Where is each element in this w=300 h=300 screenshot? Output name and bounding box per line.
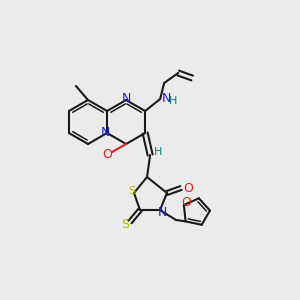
Text: N: N bbox=[157, 206, 167, 218]
Text: S: S bbox=[128, 186, 136, 196]
Text: O: O bbox=[183, 182, 193, 194]
Text: N: N bbox=[100, 127, 110, 140]
Text: N: N bbox=[122, 92, 131, 104]
Text: N: N bbox=[161, 92, 171, 104]
Text: H: H bbox=[154, 147, 162, 157]
Text: O: O bbox=[102, 148, 112, 161]
Text: O: O bbox=[181, 196, 191, 209]
Text: S: S bbox=[121, 218, 129, 232]
Text: H: H bbox=[169, 96, 177, 106]
